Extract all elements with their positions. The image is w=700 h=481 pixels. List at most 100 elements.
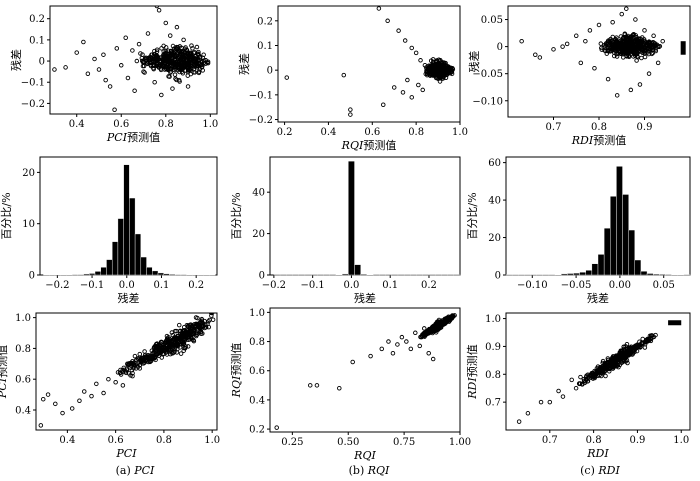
pci_scatter-point <box>53 401 58 407</box>
rdi_hist-ytick-label: 0 <box>495 271 501 282</box>
chart-pci_scatter: 0.4 0.6 0.8 1.0 0.4 0.6 0.8 1.0 PCI PCI预测值 <box>0 312 220 460</box>
pci_scatter-point <box>82 389 87 394</box>
pci_scatter-point <box>164 336 170 341</box>
rqi_scatter-point <box>379 346 385 352</box>
rdi_scatter-point <box>619 348 625 353</box>
rdi_residual-ylabel: 残差 <box>467 51 481 73</box>
pci_scatter-point <box>38 423 44 428</box>
pci_hist-bar <box>157 272 164 276</box>
rdi_scatter-point <box>516 419 522 424</box>
rdi_hist-bar <box>597 254 605 276</box>
chart-rdi_scatter: 0.7 0.8 0.9 1.0 0.7 0.8 0.9 1.0 RDI RDI预测值 <box>466 312 691 460</box>
rqi_scatter-ytick-label: 0.6 <box>249 366 265 377</box>
rqi_hist-bar <box>341 273 349 276</box>
chart-pci_hist: −0.2 −0.1 0.0 0.1 0.2 0 10 20 残差 百分比/% <box>0 156 218 305</box>
rdi_residual-point <box>631 54 636 59</box>
rdi_scatter-band <box>668 320 682 326</box>
rqi_scatter-ytick-label: 0.4 <box>249 395 265 406</box>
rqi_residual-ytick-label: −0.1 <box>249 90 273 101</box>
pci_residual-point <box>145 31 151 36</box>
rdi_residual-point <box>611 39 617 45</box>
rdi_residual-xtick-label: 0.8 <box>591 122 607 133</box>
pci_scatter-point <box>193 325 198 330</box>
rqi_residual-point <box>432 71 438 77</box>
rdi_scatter-point <box>639 341 644 346</box>
rqi_residual-point <box>428 67 433 73</box>
rdi_scatter-ytick-label: 0.7 <box>485 398 501 409</box>
rdi_residual-point <box>656 44 662 50</box>
rdi_scatter-point <box>547 399 553 405</box>
pci_scatter-point <box>186 323 191 328</box>
rdi_hist-bar <box>634 259 642 276</box>
pci_residual-xlabel: PCI预测值 <box>106 131 160 144</box>
rqi_scatter-xtick-label: 1.00 <box>449 437 471 448</box>
rdi_residual-point <box>629 34 634 39</box>
pci_scatter-point <box>115 370 121 375</box>
rqi_hist-ytick-label: 20 <box>252 229 265 240</box>
rdi_residual-point <box>637 82 643 87</box>
pci_residual-point <box>141 69 146 74</box>
rqi_residual-point <box>424 66 429 72</box>
pci_residual-point <box>177 79 182 84</box>
rdi_hist-bar <box>591 263 599 276</box>
pci_hist-bar <box>146 267 153 276</box>
rdi_residual-point <box>642 28 647 33</box>
pci_residual-point <box>123 35 128 41</box>
pci_scatter-point <box>172 336 177 342</box>
rqi_residual-ytick-label: 0.1 <box>257 41 273 52</box>
rqi_residual-points <box>284 6 456 117</box>
pci_scatter-point <box>209 313 215 316</box>
rqi_scatter-point <box>427 329 432 334</box>
rdi_residual-point <box>611 46 616 51</box>
rdi_scatter-ytick-label: 1.0 <box>485 314 501 325</box>
rdi_residual-point <box>603 48 608 54</box>
pci_scatter-points <box>38 313 216 428</box>
rqi_scatter-xtick-label: 0.75 <box>393 437 415 448</box>
pci_residual-xtick-label: 1.0 <box>202 119 218 130</box>
pci_residual-point <box>138 51 143 56</box>
pci_residual-point <box>174 24 180 30</box>
pci_scatter-point <box>145 354 151 359</box>
pci_hist-bar <box>106 259 113 276</box>
pci_residual-point <box>132 88 137 93</box>
pci_scatter-ytick-label: 1.0 <box>15 313 31 324</box>
pci_scatter-point <box>206 319 211 324</box>
pci_scatter-point <box>176 335 182 340</box>
rdi_scatter-point <box>642 345 648 350</box>
pci_hist-xtick-label: 0.2 <box>188 280 204 291</box>
rqi_residual-point <box>438 57 443 63</box>
rdi_residual-point <box>614 93 620 98</box>
rqi_hist-xtick-label: −0.1 <box>301 280 325 291</box>
pci_residual-ylabel: 残差 <box>9 49 23 71</box>
rqi_scatter-point <box>442 317 448 322</box>
pci_residual-point <box>162 51 167 56</box>
pci_hist-bar <box>100 267 107 276</box>
pci_hist-bar <box>169 274 176 276</box>
rqi_hist-bar <box>360 273 368 276</box>
rdi_hist-xlabel: 残差 <box>587 291 609 305</box>
pci_hist-bar <box>152 270 159 276</box>
pci_residual-point <box>199 65 205 70</box>
rqi_scatter-point <box>404 339 409 344</box>
rdi_residual-band <box>680 41 686 55</box>
pci_residual-point <box>162 61 168 67</box>
pci_scatter-point <box>106 376 111 382</box>
pci_scatter-xlabel: PCI <box>115 447 137 460</box>
rqi_scatter-ytick-label: 0.8 <box>249 337 265 348</box>
pci_scatter-point <box>141 359 147 364</box>
rdi_residual-point <box>639 55 644 61</box>
pci_residual-xtick-label: 0.6 <box>113 119 129 130</box>
pci_scatter-point <box>152 356 157 361</box>
rqi_scatter-point <box>368 353 373 359</box>
pci_scatter-point <box>146 356 152 362</box>
rqi_residual-point <box>405 77 410 83</box>
pci_residual-point <box>147 57 153 62</box>
rqi_residual-point <box>402 38 408 43</box>
pci_scatter-point <box>163 350 169 355</box>
rdi_residual-point <box>640 50 645 56</box>
pci_residual-point <box>154 60 160 65</box>
pci_residual-point <box>163 20 169 26</box>
pci_residual-point <box>107 84 113 89</box>
rdi_residual-frame <box>507 5 691 118</box>
rdi_residual-ytick-label: −0.05 <box>472 69 503 80</box>
